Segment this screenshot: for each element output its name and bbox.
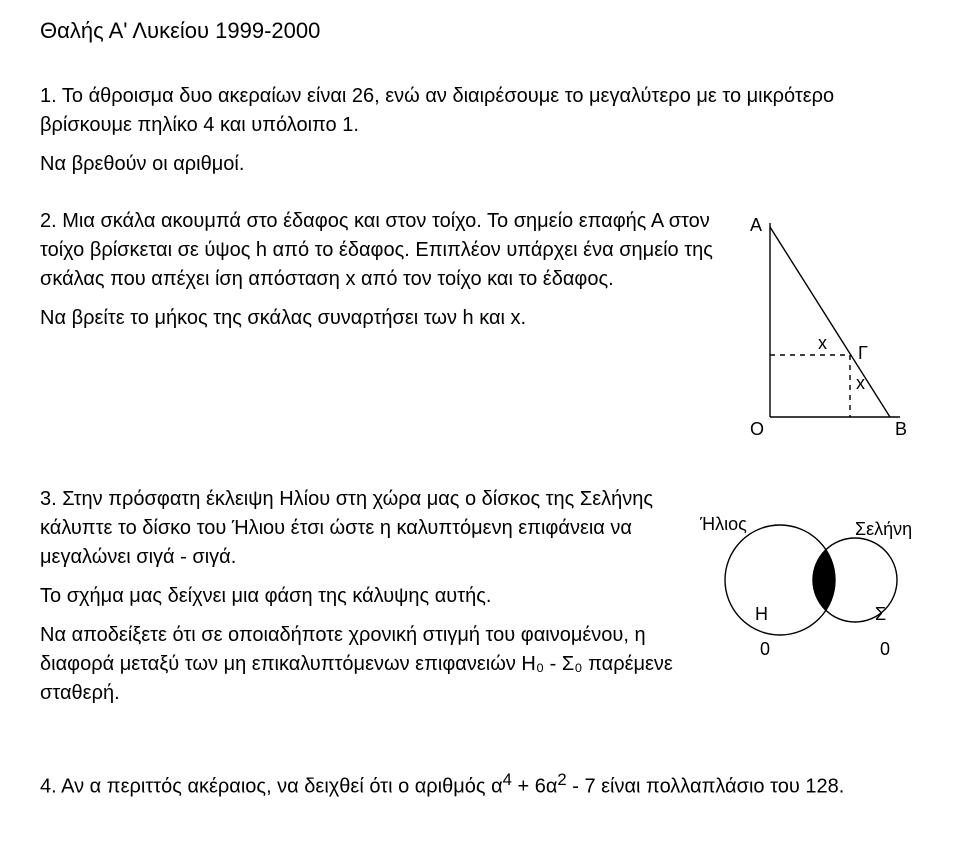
- page-title: Θαλής Α' Λυκείου 1999-2000: [40, 18, 920, 44]
- svg-text:Ο: Ο: [750, 419, 764, 439]
- problem-4-exp2: 2: [557, 770, 566, 789]
- problem-1-body: 1. Το άθροισμα δυο ακεραίων είναι 26, εν…: [40, 82, 920, 140]
- problem-2: 2. Μια σκάλα ακουμπά στο έδαφος και στον…: [40, 207, 920, 447]
- svg-text:0: 0: [880, 639, 890, 659]
- problem-4-exp1: 4: [503, 770, 512, 789]
- problem-3-task: Να αποδείξετε ότι σε οποιαδήποτε χρονική…: [40, 621, 676, 708]
- svg-text:Β: Β: [895, 419, 907, 439]
- problem-3-body: 3. Στην πρόσφατη έκλειψη Ηλίου στη χώρα …: [40, 485, 676, 572]
- svg-text:Σελήνη: Σελήνη: [855, 519, 912, 539]
- svg-text:Γ: Γ: [858, 343, 868, 363]
- svg-text:x: x: [856, 373, 865, 393]
- problem-4-mid: + 6α: [512, 776, 557, 798]
- problem-1-task: Να βρεθούν οι αριθμοί.: [40, 150, 920, 179]
- problem-3: 3. Στην πρόσφατη έκλειψη Ηλίου στη χώρα …: [40, 485, 920, 718]
- svg-text:x: x: [818, 333, 827, 353]
- svg-text:Α: Α: [750, 215, 762, 235]
- problem-1: 1. Το άθροισμα δυο ακεραίων είναι 26, εν…: [40, 82, 920, 179]
- svg-text:0: 0: [760, 639, 770, 659]
- problem-2-task: Να βρείτε το μήκος της σκάλας συναρτήσει…: [40, 304, 716, 333]
- problem-2-body: 2. Μια σκάλα ακουμπά στο έδαφος και στον…: [40, 207, 716, 294]
- problem-3-phase: Το σχήμα μας δείχνει μια φάση της κάλυψη…: [40, 582, 676, 611]
- svg-text:Ήλιος: Ήλιος: [700, 514, 747, 534]
- problem-4-prefix: 4. Αν α περιττός ακέραιος, να δειχθεί ότ…: [40, 776, 503, 798]
- problem-4: 4. Αν α περιττός ακέραιος, να δειχθεί ότ…: [40, 768, 920, 802]
- ladder-diagram: Α Ο Β Γx x: [740, 207, 920, 447]
- svg-text:Η: Η: [755, 604, 768, 624]
- problem-4-suffix: - 7 είναι πολλαπλάσιο του 128.: [567, 776, 845, 798]
- eclipse-diagram: Ήλιος Σελήνη Η Σ 0 0: [700, 485, 920, 675]
- svg-text:Σ: Σ: [875, 604, 886, 624]
